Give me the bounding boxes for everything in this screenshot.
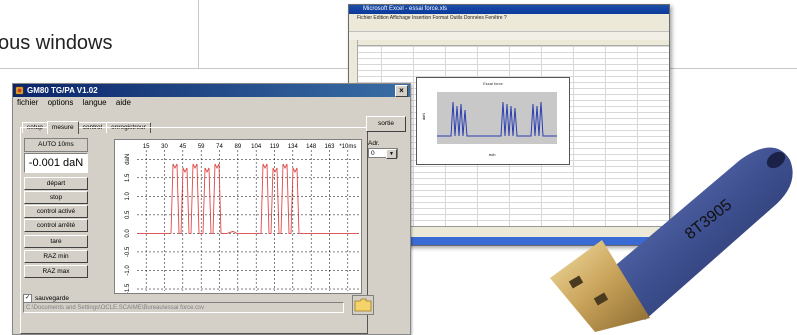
plot-y-tick: daN	[125, 154, 131, 165]
plot-y-tick: 0.0	[125, 229, 131, 238]
plot-x-tick: 134	[288, 144, 299, 150]
control-stop-button[interactable]: control arrêté	[24, 219, 88, 232]
plot-y-tick: -0.5	[125, 246, 131, 257]
page-heading: ous windows	[0, 32, 113, 54]
excel-toolbar	[349, 22, 669, 32]
mode-indicator: AUTO 10ms	[24, 138, 88, 152]
excel-titlebar: Microsoft Excel - essai force.xls	[349, 5, 669, 14]
menu-fichier[interactable]: fichier	[17, 98, 39, 107]
adr-select[interactable]: 0 ▼	[368, 148, 398, 159]
heading-separator	[198, 0, 199, 68]
plot-x-tick: 148	[306, 144, 317, 150]
raz-min-button[interactable]: RAZ min	[24, 250, 88, 263]
plot-x-tick: 45	[179, 144, 186, 150]
chevron-down-icon[interactable]: ▼	[386, 149, 397, 159]
adr-label: Adr.	[368, 140, 380, 147]
excel-chart-ylabel: daN	[421, 112, 427, 121]
excel-chart-title: Essai force	[483, 81, 503, 86]
plot-x-tick: 30	[161, 144, 168, 150]
adr-value: 0	[371, 150, 375, 157]
gm80-tabs: setup mesure control enregistreur	[22, 115, 151, 134]
excel-menubar: Fichier Edition Affichage Insertion Form…	[349, 14, 669, 22]
usb-key-icon: 8T3905	[550, 147, 793, 332]
raz-max-button[interactable]: RAZ max	[24, 265, 88, 278]
plot-y-tick: 0.5	[125, 210, 131, 219]
gm80-menubar: fichier options langue aide	[13, 97, 410, 109]
plot-x-tick: 15	[143, 144, 150, 150]
control-active-button[interactable]: control activé	[24, 205, 88, 218]
plot-x-tick: 163	[324, 144, 335, 150]
plot-x-tick: 74	[216, 144, 223, 150]
plot-y-tick: 1.5	[125, 173, 131, 182]
measurement-plot-canvas: -1.5 -1.0 -0.5 0.0 0.5 1.0 1.5 daN 15 30 45 59 74 89…	[125, 144, 359, 294]
tare-button[interactable]: tare	[24, 235, 88, 248]
gm80-title: GM80 TG/PA V1.02	[27, 86, 98, 95]
excel-chart-xlabel: ech	[489, 152, 496, 157]
gm80-window: GM80 TG/PA V1.02 × fichier options langu…	[12, 83, 411, 335]
plot-x-tick: *10ms	[339, 144, 356, 150]
excel-chart-series	[437, 101, 557, 137]
folder-icon[interactable]	[352, 295, 374, 315]
force-readout: -0.001 daN	[24, 153, 88, 173]
menu-aide[interactable]: aide	[115, 98, 131, 107]
sortie-button[interactable]: sortie	[366, 116, 406, 132]
windows-taskbar	[349, 237, 669, 245]
tab-mesure[interactable]: mesure	[46, 121, 79, 134]
plot-y-tick: 1.0	[125, 192, 131, 201]
app-logo-icon	[15, 86, 24, 95]
close-button[interactable]: ×	[395, 85, 408, 97]
excel-chart: Essai force daN ech	[416, 77, 570, 165]
gm80-titlebar: GM80 TG/PA V1.02 ×	[13, 84, 410, 97]
plot-y-tick: -1.0	[125, 265, 131, 276]
menu-langue[interactable]: langue	[82, 98, 107, 107]
measurement-plot: -1.5 -1.0 -0.5 0.0 0.5 1.0 1.5 daN 15 30 45 59 74 89…	[114, 139, 362, 294]
plot-x-tick: 104	[251, 144, 262, 150]
plot-y-tick: -1.5	[125, 283, 131, 293]
save-path-field[interactable]: C:\Documents and Settings\OCLE.SCAIME\Bu…	[23, 302, 344, 313]
stop-button[interactable]: stop	[24, 191, 88, 204]
menu-options[interactable]: options	[47, 98, 74, 107]
depart-button[interactable]: départ	[24, 177, 88, 190]
sauvegarde-label: sauvegarde	[35, 295, 69, 303]
excel-chart-plot-area	[437, 92, 557, 144]
excel-column-header	[349, 40, 669, 46]
plot-x-tick: 89	[234, 144, 241, 150]
plot-x-tick: 119	[270, 144, 280, 150]
plot-x-tick: 59	[198, 144, 205, 150]
